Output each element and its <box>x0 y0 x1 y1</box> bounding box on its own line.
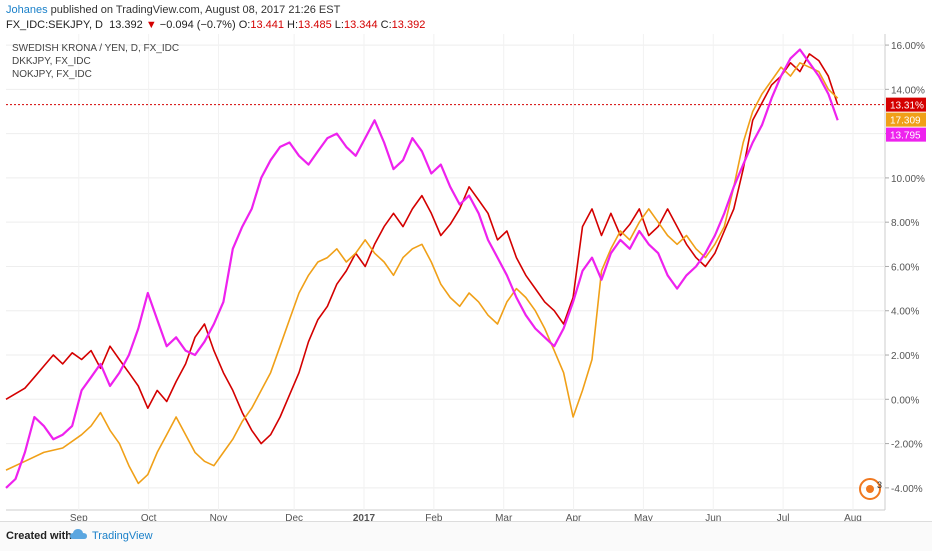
open-value: 13.441 <box>250 19 284 31</box>
value-badge-label: 13.31% <box>890 101 924 112</box>
value-badge-label: 17.309 <box>890 116 921 127</box>
open-label: O: <box>238 19 251 31</box>
x-axis: Sep Oct Nov Dec 2017 Feb Mar Apr May Jun Jul Aug <box>70 513 862 521</box>
x-tick-label: May <box>634 513 653 521</box>
series-line-2 <box>5 48 839 489</box>
tradingview-link[interactable]: TradingView <box>92 530 153 542</box>
x-tick-label: Nov <box>210 513 228 521</box>
legend-entry: DKKJPY, FX_IDC <box>12 56 91 67</box>
low-label: L: <box>334 19 344 31</box>
badge-count: 3 <box>877 480 882 490</box>
chart-series <box>5 48 839 489</box>
y-tick-label: 2.00% <box>891 351 919 362</box>
y-tick-label: 4.00% <box>891 307 919 318</box>
y-tick-label: -4.00% <box>891 484 923 495</box>
published-text: published on TradingView.com, August 08,… <box>50 4 341 16</box>
author-link[interactable]: Johanes <box>6 4 48 16</box>
y-tick-label: 16.00% <box>891 41 925 52</box>
series-line-1 <box>5 62 839 485</box>
high-value: 13.485 <box>298 19 332 31</box>
footer: Created with TradingView <box>0 521 932 551</box>
low-value: 13.344 <box>343 19 378 31</box>
series-line-0 <box>5 53 839 445</box>
header: Johanes published on TradingView.com, Au… <box>0 0 932 34</box>
y-tick-label: 6.00% <box>891 262 919 273</box>
last-price: 13.392 <box>109 19 143 31</box>
chart-legend: SWEDISH KRONA / YEN, D, FX_IDC DKKJPY, FX… <box>12 43 179 80</box>
symbol-label: FX_IDC:SEKJPY, D <box>6 19 103 31</box>
close-value: 13.392 <box>391 19 426 31</box>
value-badge <box>886 127 926 142</box>
created-with-text: Created with <box>6 530 73 542</box>
value-badge <box>886 112 926 127</box>
badge-icon[interactable]: 3 <box>859 478 882 500</box>
y-tick-label: -2.00% <box>891 440 923 451</box>
x-tick-label: Feb <box>425 513 443 521</box>
x-tick-label: Dec <box>285 513 303 521</box>
y-tick-label: 8.00% <box>891 218 919 229</box>
x-tick-label: Oct <box>141 513 157 521</box>
y-tick-label: 10.00% <box>891 174 925 185</box>
y-tick-label: 0.00% <box>891 395 919 406</box>
value-badge <box>886 97 926 112</box>
tradingview-cloud-icon <box>70 529 87 539</box>
chart-grid <box>6 34 886 511</box>
change-value: −0.094 (−0.7%) <box>159 19 236 31</box>
chart-area[interactable]: SWEDISH KRONA / YEN, D, FX_IDC DKKJPY, FX… <box>0 34 932 521</box>
x-tick-label: Apr <box>566 513 582 521</box>
y-axis: 16.00%14.00%12.00%10.00%8.00%6.00%4.00%2… <box>885 41 926 495</box>
high-label: H: <box>287 19 299 31</box>
legend-entry: NOKJPY, FX_IDC <box>12 69 92 80</box>
publish-line: Johanes published on TradingView.com, Au… <box>6 4 340 16</box>
y-tick-label: 14.00% <box>891 85 925 96</box>
close-label: C: <box>380 19 392 31</box>
ohlc-line: FX_IDC:SEKJPY, D 13.392 ▼ −0.094 (−0.7%)… <box>6 19 425 31</box>
legend-entry: SWEDISH KRONA / YEN, D, FX_IDC <box>12 43 179 54</box>
x-tick-label: Aug <box>844 513 862 521</box>
down-arrow-icon: ▼ <box>145 19 157 31</box>
x-tick-label: Sep <box>70 513 88 521</box>
x-tick-label: Mar <box>495 513 513 521</box>
value-badge-label: 13.795 <box>890 131 921 142</box>
x-tick-label: 2017 <box>353 513 376 521</box>
x-tick-label: Jun <box>705 513 721 521</box>
x-tick-label: Jul <box>777 513 790 521</box>
